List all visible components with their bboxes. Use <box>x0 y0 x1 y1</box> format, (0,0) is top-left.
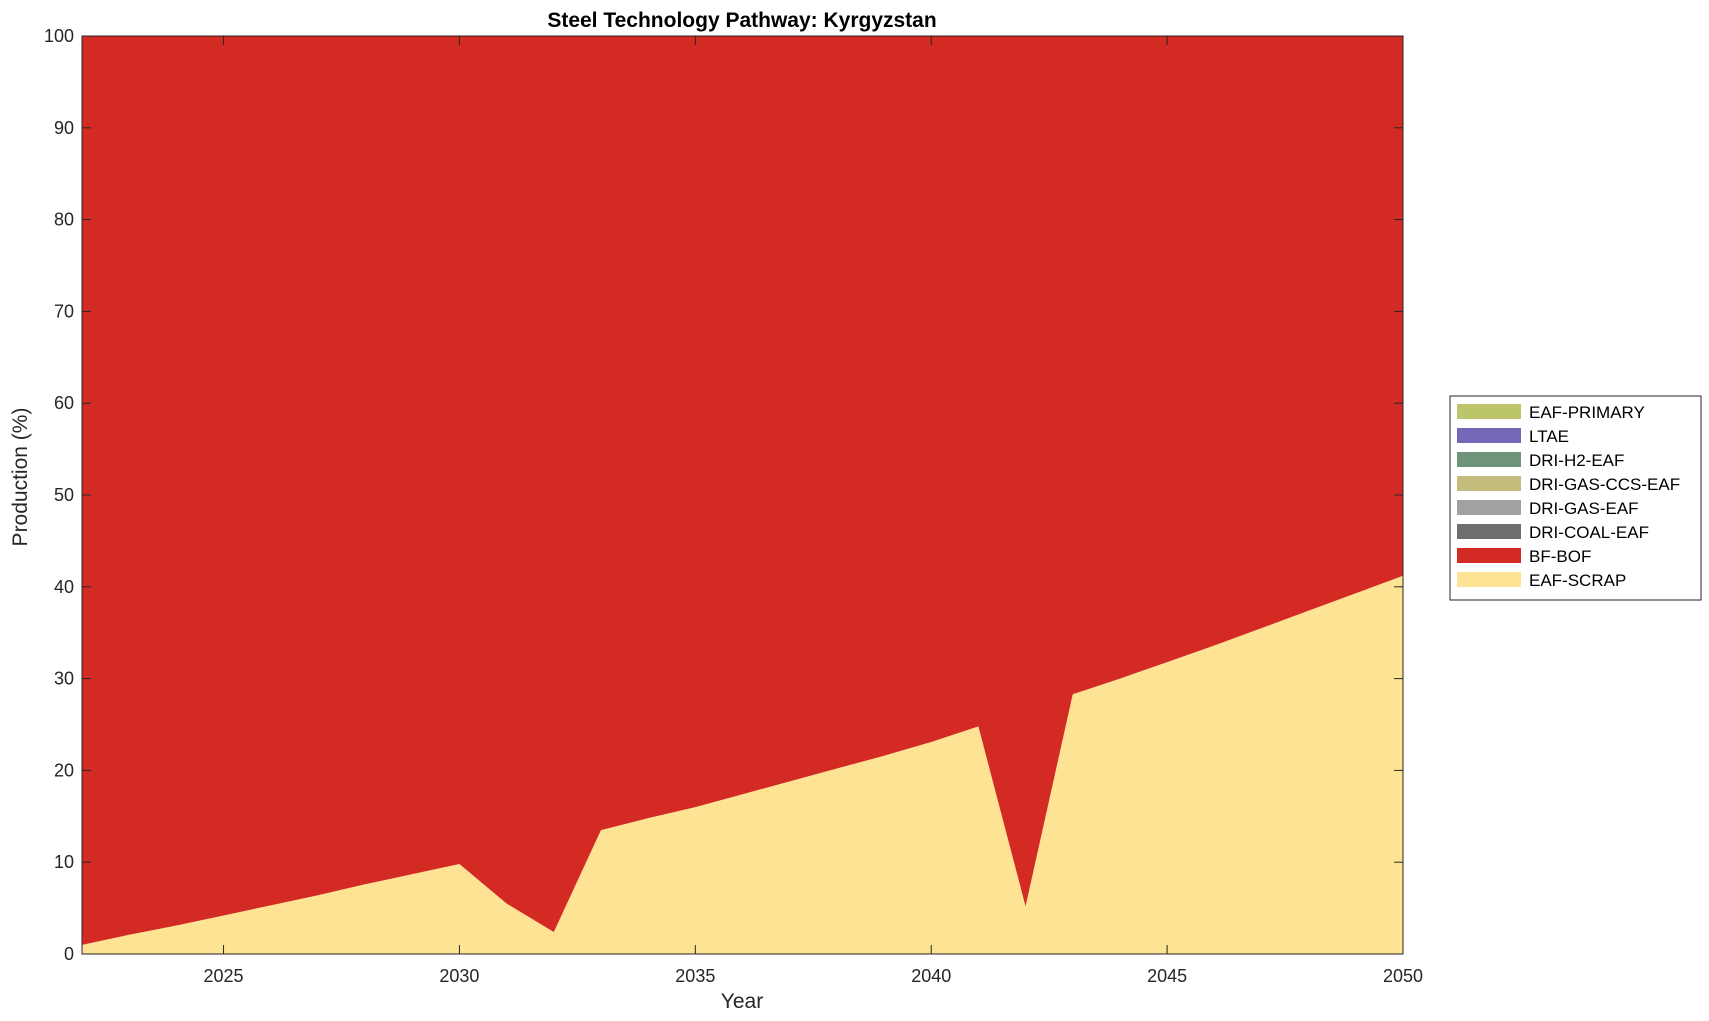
area-eaf-scrap <box>82 575 1403 954</box>
legend-label-dri-h2-eaf: DRI-H2-EAF <box>1529 451 1624 470</box>
legend-box <box>1449 395 1702 601</box>
y-tick-label: 30 <box>54 669 74 689</box>
legend-swatch-dri-h2-eaf <box>1457 452 1521 467</box>
chart-title: Steel Technology Pathway: Kyrgyzstan <box>547 9 936 32</box>
legend-swatch-dri-coal-eaf <box>1457 524 1521 539</box>
x-tick-label: 2045 <box>1147 966 1187 986</box>
x-tick-label: 2050 <box>1383 966 1423 986</box>
x-tick-label: 2025 <box>204 966 244 986</box>
x-tick-label: 2035 <box>675 966 715 986</box>
y-tick-label: 90 <box>54 118 74 138</box>
legend-swatch-bf-bof <box>1457 548 1521 563</box>
legend-label-dri-gas-eaf: DRI-GAS-EAF <box>1529 499 1639 518</box>
y-tick-label: 60 <box>54 393 74 413</box>
y-tick-label: 20 <box>54 760 74 780</box>
legend-label-eaf-scrap: EAF-SCRAP <box>1529 571 1626 590</box>
legend-label-dri-coal-eaf: DRI-COAL-EAF <box>1529 523 1649 542</box>
y-tick-label: 70 <box>54 301 74 321</box>
x-tick-label: 2030 <box>439 966 479 986</box>
area-bf-bof <box>82 36 1403 945</box>
legend-label-eaf-primary: EAF-PRIMARY <box>1529 403 1645 422</box>
legend-swatch-eaf-primary <box>1457 404 1521 419</box>
x-tick-label: 2040 <box>911 966 951 986</box>
y-axis-title: Production (%) <box>9 408 32 547</box>
legend-swatch-ltae <box>1457 428 1521 443</box>
legend-label-ltae: LTAE <box>1529 427 1569 446</box>
legend-label-dri-gas-ccs-eaf: DRI-GAS-CCS-EAF <box>1529 475 1680 494</box>
y-tick-label: 50 <box>54 485 74 505</box>
legend-swatch-eaf-scrap <box>1457 572 1521 587</box>
area-series-group <box>82 36 1403 954</box>
y-tick-label: 100 <box>44 26 74 46</box>
legend-swatch-dri-gas-ccs-eaf <box>1457 476 1521 491</box>
legend-label-bf-bof: BF-BOF <box>1529 547 1591 566</box>
axes-group: 2025 2030 2035 2040 2045 20500102030405060708… <box>44 26 1423 986</box>
legend: EAF-PRIMARY LTAE DRI-H2-EAF DRI-GAS-CCS-EAF… <box>1449 395 1702 601</box>
legend-swatch-dri-gas-eaf <box>1457 500 1521 515</box>
x-axis-title: Year <box>721 990 763 1013</box>
y-tick-label: 40 <box>54 577 74 597</box>
y-tick-label: 10 <box>54 852 74 872</box>
y-tick-label: 0 <box>64 944 74 964</box>
y-tick-label: 80 <box>54 210 74 230</box>
